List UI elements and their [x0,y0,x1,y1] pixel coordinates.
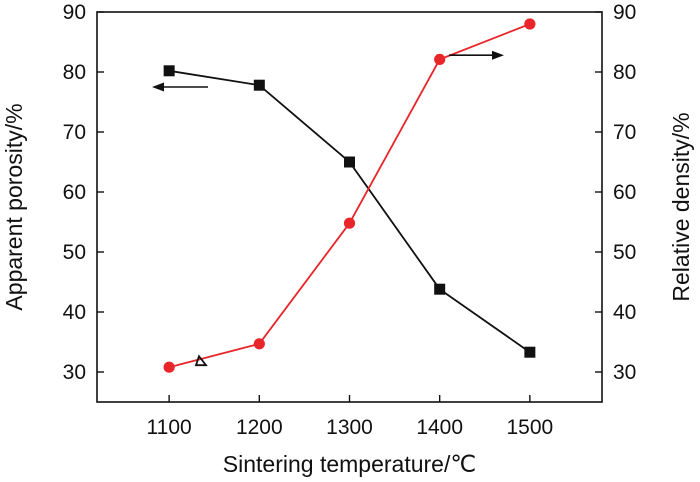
y-tick-label: 50 [63,241,86,264]
x-tick-label: 1300 [326,416,373,439]
y2-tick-label: 80 [613,61,636,84]
apparent-porosity-point [344,156,355,168]
apparent-porosity-line [169,69,531,353]
series-layer [163,18,536,373]
plot-frame [96,11,603,403]
ticks-layer: 1100 1200 1300 1400 1500 30 40 50 60 70 80 90 30 40 50… [63,1,637,439]
x-tick-label: 1200 [236,416,283,439]
y2-tick-label: 70 [613,121,636,144]
y2-tick-label: 60 [613,181,636,204]
y-tick-label: 90 [63,1,86,24]
annotation-layer [152,50,504,367]
apparent-porosity-point [524,346,536,358]
y-tick-label: 60 [63,181,86,204]
y-tick-label: 40 [63,301,86,324]
x-tick-label: 1400 [416,416,463,439]
apparent-porosity-point [163,65,175,77]
relative-density-point [163,361,175,373]
y2-axis-title: Relative density/% [668,112,694,301]
y2-tick-label: 40 [613,301,636,324]
small-triangle-mark [194,354,208,367]
density-arrow-head [492,50,504,60]
y2-tick-label: 30 [613,361,636,384]
y2-tick-label: 90 [613,1,636,24]
apparent-porosity-point [253,79,265,91]
x-tick-label: 1500 [506,416,553,439]
porosity-arrow-head [152,82,164,92]
y-tick-label: 30 [63,361,86,384]
y2-tick-label: 50 [613,241,636,264]
y-tick-label: 70 [63,121,86,144]
x-axis-title: Sintering temperature/℃ [223,451,476,477]
relative-density-line [168,23,531,369]
apparent-porosity-point [434,283,446,295]
y-tick-label: 80 [63,61,86,84]
x-tick-label: 1100 [147,416,192,439]
y-axis-title: Apparent porosity/% [1,103,27,310]
relative-density-point [343,217,356,229]
relative-density-point [434,53,446,65]
relative-density-point [524,18,536,30]
relative-density-point [253,338,265,350]
